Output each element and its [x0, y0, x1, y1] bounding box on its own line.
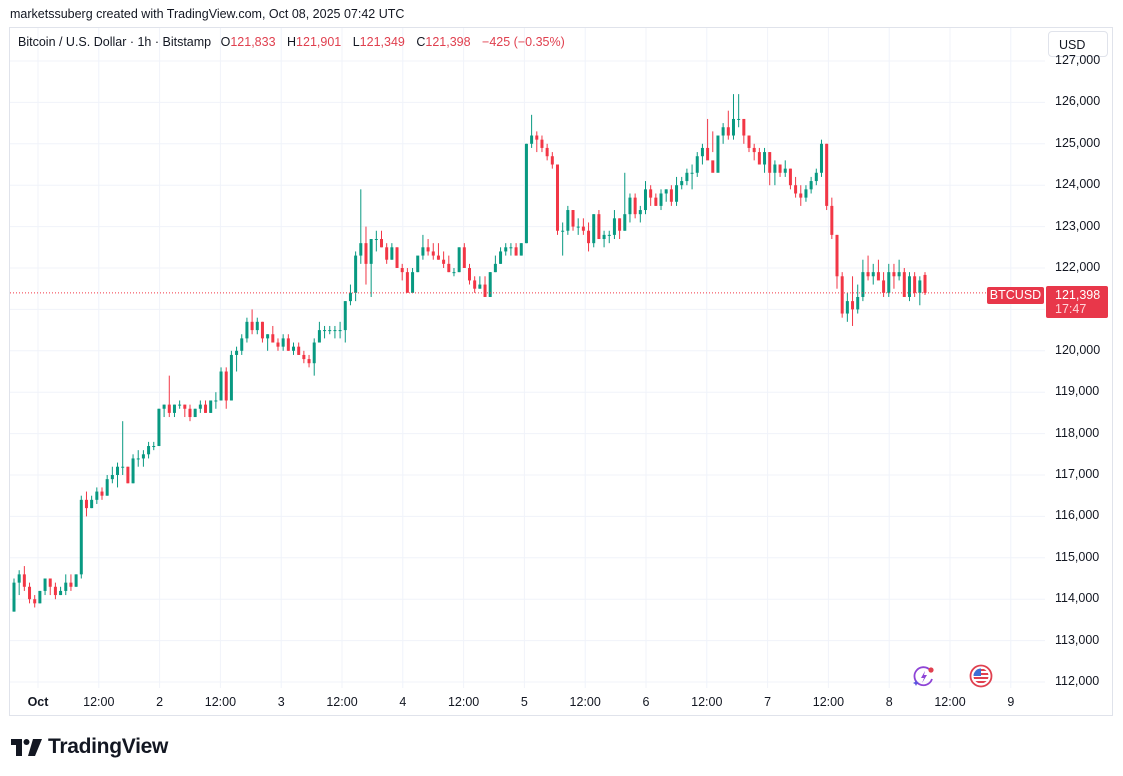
price-tick-label: 113,000: [1055, 632, 1100, 647]
low-label: L: [352, 35, 360, 49]
time-tick-label: 12:00: [812, 695, 845, 709]
time-tick-label: 12:00: [204, 695, 237, 709]
open-value: 121,833: [230, 35, 276, 49]
price-tick-label: 126,000: [1055, 94, 1101, 109]
price-tick-label: 117,000: [1055, 467, 1100, 481]
time-tick-label: 6: [642, 695, 650, 709]
price-tick-label: 114,000: [1055, 591, 1100, 606]
tradingview-logo[interactable]: TradingView: [11, 735, 168, 759]
price-tick-label: 124,000: [1055, 177, 1101, 192]
ohlc-legend: Bitcoin / U.S. Dollar · 1h · Bitstamp O1…: [18, 35, 565, 49]
price-tick-label: 112,000: [1055, 674, 1100, 688]
last-price-tag: 121,398 17:47: [1046, 286, 1108, 318]
price-tick-label: 120,000: [1055, 342, 1101, 357]
last-price: 121,398: [1055, 288, 1101, 302]
price-tick-label: 119,000: [1055, 384, 1100, 399]
price-tick-label: 116,000: [1055, 508, 1100, 523]
time-tick-label: 12:00: [569, 695, 601, 709]
price-tick-label: 115,000: [1055, 549, 1100, 564]
chart-credit: marketssuberg created with TradingView.c…: [10, 7, 405, 21]
time-tick-label: 4: [399, 695, 407, 709]
time-tick-label: 7: [764, 695, 772, 709]
time-tick-label: 12:00: [447, 695, 480, 709]
price-tick-label: 118,000: [1055, 425, 1100, 440]
time-tick-label: 12:00: [934, 695, 966, 709]
change-value: −425 (−0.35%): [482, 35, 565, 49]
time-tick-label: 9: [1007, 695, 1015, 709]
time-tick-label: Oct: [27, 695, 49, 709]
time-tick-label: 8: [885, 695, 893, 709]
time-tick-label: 12:00: [83, 695, 115, 709]
high-label: H: [287, 35, 297, 49]
chart-frame[interactable]: [9, 27, 1113, 716]
price-tick-label: 123,000: [1055, 218, 1101, 233]
price-tick-label: 125,000: [1055, 135, 1101, 150]
high-value: 121,901: [296, 35, 342, 49]
price-tick-label: 122,000: [1055, 260, 1101, 274]
open-label: O: [220, 35, 231, 49]
us-flag-event-icon[interactable]: [969, 664, 993, 688]
time-tick-label: 5: [520, 695, 528, 709]
bar-countdown: 17:47: [1055, 302, 1087, 316]
tradingview-wordmark: TradingView: [48, 735, 169, 758]
close-label: C: [416, 35, 426, 49]
time-tick-label: 3: [277, 695, 285, 709]
tradingview-logo-icon: [11, 738, 42, 756]
low-value: 121,349: [359, 35, 405, 49]
currency-button[interactable]: USD: [1048, 31, 1108, 57]
symbol-price-tag: BTCUSD: [987, 287, 1044, 304]
time-tick-label: 12:00: [326, 695, 358, 709]
time-tick-label: 12:00: [691, 695, 723, 709]
time-tick-label: 2: [156, 695, 164, 709]
price-tick-label: 127,000: [1055, 53, 1101, 67]
lightning-event-icon[interactable]: [911, 664, 935, 688]
symbol-title[interactable]: Bitcoin / U.S. Dollar · 1h · Bitstamp: [18, 35, 212, 49]
close-value: 121,398: [425, 35, 471, 49]
